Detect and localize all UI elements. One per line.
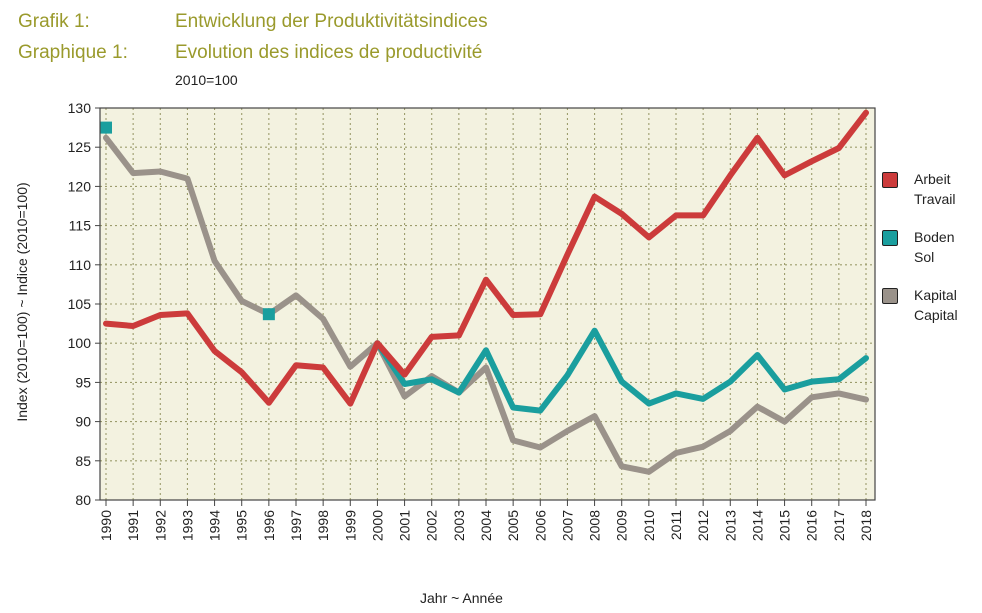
x-tick-label: 2001 — [397, 510, 413, 541]
legend-swatch-boden — [882, 230, 898, 246]
x-tick-label: 2016 — [804, 510, 820, 541]
y-tick-label: 115 — [69, 218, 92, 234]
series-arbeit — [103, 109, 869, 407]
x-tick-label: 1999 — [342, 510, 358, 541]
x-tick-label: 1996 — [261, 510, 277, 541]
legend-label-boden: Boden — [914, 229, 955, 245]
x-tick-label: 1994 — [207, 510, 223, 541]
heading-label-de: Grafik 1: — [18, 11, 90, 32]
x-tick-label: 2014 — [749, 510, 765, 541]
x-tick-label: 2003 — [451, 510, 467, 541]
x-tick-label: 2012 — [695, 510, 711, 541]
y-tick-label: 100 — [68, 335, 92, 351]
x-tick-label: 2002 — [424, 510, 440, 541]
grid-lines — [100, 108, 875, 500]
legend-label-travail: Travail — [914, 191, 956, 207]
y-tick-label: 95 — [75, 374, 91, 390]
series-group — [100, 109, 869, 475]
legend-label-kapital: Kapital — [914, 287, 957, 303]
heading-title-fr: Evolution des indices de productivité — [175, 42, 483, 63]
x-tick-label: 2015 — [777, 510, 793, 541]
x-tick-label: 2017 — [831, 510, 847, 541]
x-tick-label: 1993 — [179, 510, 195, 541]
y-tick-label: 130 — [68, 100, 92, 116]
y-tick-label: 125 — [68, 139, 92, 155]
legend-label-arbeit: Arbeit — [914, 171, 951, 187]
x-tick-label: 2013 — [722, 510, 738, 541]
x-tick-label: 2008 — [587, 510, 603, 541]
x-tick-label: 2009 — [614, 510, 630, 541]
data-point-boden — [262, 308, 275, 321]
y-tick-label: 110 — [69, 257, 92, 273]
heading-title-de: Entwicklung der Produktivitätsindices — [175, 11, 488, 32]
x-tick-label: 1991 — [125, 510, 141, 541]
x-axis-label: Jahr ~ Année — [420, 590, 503, 606]
y-tick-label: 80 — [75, 492, 91, 508]
heading-label-fr: Graphique 1: — [18, 42, 128, 63]
x-tick-label: 2000 — [369, 510, 385, 541]
y-tick-label: 90 — [75, 414, 91, 430]
x-tick-label: 2011 — [668, 510, 684, 540]
x-tick-label: 2004 — [478, 510, 494, 541]
y-axis-ticks: 80 85 90 95 100 105 110 115 120 125 130 — [68, 100, 100, 508]
x-tick-label: 1995 — [234, 510, 250, 541]
x-tick-label: 1990 — [98, 510, 114, 541]
y-axis-label: Index (2010=100) ~ Indice (2010=100) — [14, 182, 30, 422]
legend-swatch-arbeit — [882, 172, 898, 188]
series-line-kapital — [103, 134, 869, 475]
x-tick-label: 1992 — [152, 510, 168, 541]
series-kapital — [103, 134, 869, 475]
x-tick-label: 2006 — [532, 510, 548, 541]
legend-label-capital: Capital — [914, 307, 958, 323]
chart-subtitle: 2010=100 — [175, 72, 238, 88]
x-axis-ticks: 1990 1991 1992 1993 1994 1995 1996 1997 1998 1999… — [98, 500, 874, 541]
x-tick-label: 2007 — [559, 510, 575, 541]
data-point-boden — [100, 121, 112, 134]
y-tick-label: 105 — [68, 296, 92, 312]
plot-frame — [99, 107, 876, 501]
series-line-boden — [374, 327, 869, 414]
series-boden — [100, 121, 869, 414]
x-tick-label: 2005 — [505, 510, 521, 541]
x-tick-label: 2010 — [641, 510, 657, 541]
x-tick-label: 1998 — [315, 510, 331, 541]
series-line-arbeit — [103, 109, 869, 407]
legend-label-sol: Sol — [914, 249, 935, 265]
x-tick-label: 1997 — [288, 510, 304, 541]
x-tick-label: 2018 — [858, 510, 874, 541]
y-tick-label: 120 — [68, 178, 92, 194]
y-tick-label: 85 — [75, 453, 91, 469]
legend-swatch-kapital — [882, 288, 898, 304]
